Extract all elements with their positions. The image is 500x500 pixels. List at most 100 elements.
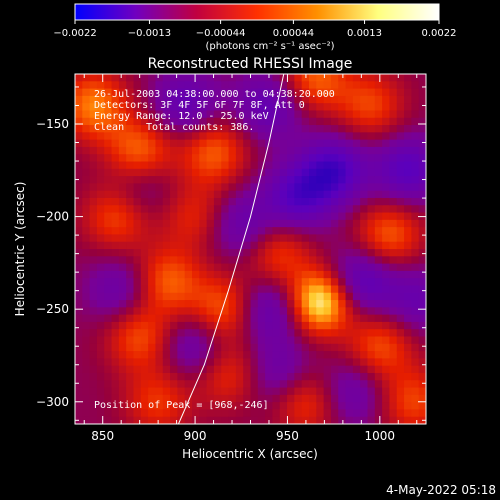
- heatmap-cell: [360, 146, 369, 155]
- heatmap-cell: [265, 300, 274, 308]
- heatmap-cell: [96, 300, 105, 308]
- heatmap-cell: [170, 183, 178, 192]
- heatmap-cell: [162, 132, 171, 141]
- heatmap-cell: [294, 416, 303, 424]
- heatmap-cell: [75, 402, 83, 411]
- heatmap-cell: [418, 321, 426, 330]
- heatmap-cell: [199, 154, 208, 163]
- heatmap-cell: [374, 402, 383, 411]
- heatmap-cell: [389, 351, 398, 359]
- heatmap-cell: [199, 139, 208, 148]
- heatmap-cell: [126, 270, 135, 279]
- heatmap-cell: [140, 132, 149, 141]
- heatmap-cell: [316, 168, 325, 177]
- heatmap-cell: [265, 81, 274, 90]
- heatmap-cell: [184, 139, 193, 148]
- heatmap-cell: [148, 176, 157, 184]
- heatmap-cell: [96, 256, 105, 265]
- heatmap-cell: [140, 365, 149, 374]
- heatmap-cell: [82, 416, 91, 424]
- heatmap-cell: [382, 336, 391, 345]
- heatmap-cell: [155, 74, 164, 82]
- heatmap-cell: [89, 270, 98, 279]
- heatmap-cell: [309, 249, 317, 257]
- heatmap-cell: [250, 365, 259, 374]
- heatmap-cell: [199, 365, 208, 374]
- heatmap-cell: [133, 329, 142, 338]
- heatmap-cell: [75, 358, 83, 367]
- heatmap-cell: [382, 329, 391, 338]
- heatmap-cell: [272, 241, 281, 250]
- heatmap-cell: [396, 321, 405, 330]
- heatmap-cell: [243, 270, 252, 279]
- heatmap-cell: [177, 300, 186, 308]
- heatmap-cell: [257, 95, 266, 104]
- heatmap-cell: [206, 205, 215, 214]
- heatmap-cell: [257, 387, 266, 396]
- heatmap-cell: [396, 358, 405, 367]
- heatmap-cell: [177, 372, 186, 381]
- heatmap-cell: [367, 161, 376, 170]
- heatmap-cell: [192, 132, 200, 141]
- heatmap-cell: [111, 81, 120, 90]
- heatmap-cell: [345, 365, 354, 374]
- heatmap-cell: [206, 88, 215, 97]
- heatmap-cell: [228, 125, 237, 133]
- heatmap-cell: [155, 270, 164, 279]
- heatmap-cell: [126, 409, 135, 418]
- heatmap-cell: [126, 241, 135, 250]
- heatmap-cell: [162, 409, 171, 418]
- heatmap-cell: [96, 336, 105, 345]
- heatmap-cell: [367, 329, 376, 338]
- heatmap-cell: [140, 154, 149, 163]
- heatmap-cell: [367, 183, 376, 192]
- heatmap-cell: [374, 285, 383, 294]
- heatmap-cell: [75, 81, 83, 90]
- heatmap-cell: [184, 380, 193, 389]
- heatmap-cell: [177, 103, 186, 112]
- heatmap-cell: [206, 314, 215, 323]
- heatmap-cell: [170, 212, 178, 221]
- heatmap-cell: [192, 161, 200, 170]
- heatmap-cell: [338, 365, 347, 374]
- heatmap-cell: [279, 81, 288, 90]
- heatmap-cell: [155, 88, 164, 97]
- heatmap-cell: [330, 176, 339, 184]
- heatmap-cell: [118, 365, 127, 374]
- heatmap-cell: [133, 402, 142, 411]
- heatmap-cell: [352, 409, 361, 418]
- heatmap-cell: [213, 300, 222, 308]
- heatmap-cell: [184, 263, 193, 272]
- heatmap-cell: [330, 227, 339, 236]
- heatmap-cell: [287, 219, 295, 228]
- heatmap-cell: [411, 183, 420, 192]
- heatmap-cell: [265, 372, 274, 381]
- heatmap-cell: [213, 161, 222, 170]
- heatmap-cell: [118, 329, 127, 338]
- heatmap-cell: [367, 380, 376, 389]
- heatmap-cell: [382, 278, 391, 287]
- heatmap-cell: [75, 161, 83, 170]
- heatmap-cell: [118, 110, 127, 119]
- heatmap-cell: [287, 190, 295, 199]
- heatmap-cell: [272, 88, 281, 97]
- heatmap-cell: [213, 154, 222, 163]
- heatmap-cell: [111, 132, 120, 141]
- heatmap-cell: [265, 307, 274, 316]
- heatmap-cell: [199, 110, 208, 119]
- heatmap-cell: [213, 227, 222, 236]
- heatmap-cell: [309, 103, 317, 112]
- heatmap-cell: [221, 205, 230, 214]
- heatmap-cell: [279, 212, 288, 221]
- heatmap-cell: [118, 219, 127, 228]
- heatmap-cell: [170, 416, 178, 424]
- heatmap-cell: [352, 197, 361, 206]
- heatmap-cell: [162, 365, 171, 374]
- heatmap-cell: [82, 285, 91, 294]
- heatmap-cell: [126, 146, 135, 155]
- heatmap-cell: [279, 234, 288, 243]
- heatmap-cell: [192, 416, 200, 424]
- heatmap-cell: [140, 256, 149, 265]
- heatmap-cell: [206, 212, 215, 221]
- heatmap-cell: [133, 351, 142, 359]
